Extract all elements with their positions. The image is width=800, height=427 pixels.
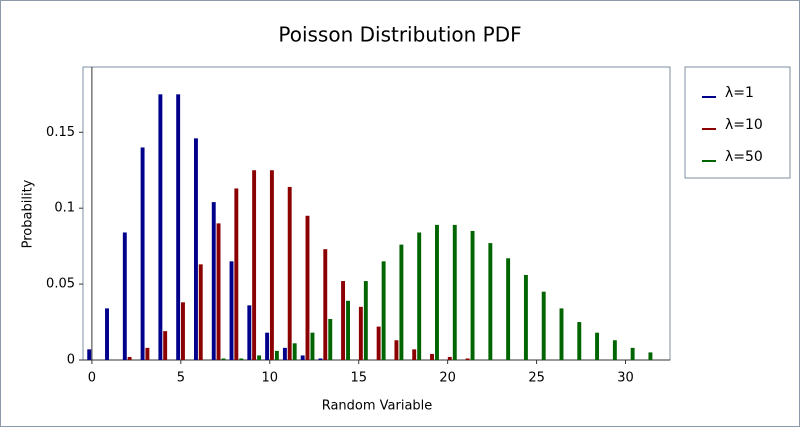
bar [358, 306, 363, 360]
x-tick-label: 25 [528, 371, 545, 386]
legend [684, 66, 791, 179]
bar [412, 349, 417, 360]
bar [193, 138, 198, 360]
bar [163, 331, 168, 360]
bar [381, 261, 386, 360]
bar [305, 215, 310, 360]
bar [452, 224, 457, 360]
bar [287, 186, 292, 360]
bar [506, 258, 511, 360]
bar [363, 281, 368, 360]
x-tick-label: 20 [439, 371, 456, 386]
bar [435, 224, 439, 360]
x-tick-label: 5 [177, 371, 185, 386]
bar [541, 291, 546, 360]
bar [300, 355, 305, 360]
bar [216, 223, 221, 360]
bar [158, 94, 163, 361]
x-axis-title: Random Variable [322, 399, 433, 414]
bar [465, 358, 470, 360]
bar [648, 352, 653, 360]
bar [417, 232, 422, 360]
bar [447, 356, 452, 360]
x-tick-label: 15 [350, 371, 367, 386]
bar [257, 355, 262, 360]
bar [630, 347, 635, 360]
bar [612, 340, 617, 360]
bar [87, 349, 92, 360]
bar [346, 300, 350, 360]
bar [399, 244, 404, 360]
bar [105, 308, 109, 360]
legend-label: λ=10 [725, 117, 763, 133]
bar [577, 322, 582, 360]
y-tick-label: 0.1 [54, 201, 75, 216]
bar [181, 302, 185, 360]
bar [122, 232, 127, 360]
legend-label: λ=1 [725, 85, 754, 101]
bar [145, 347, 150, 360]
bar [269, 170, 274, 360]
y-tick-label: 0.05 [46, 277, 75, 292]
bar [211, 202, 216, 360]
bar [274, 350, 279, 360]
bar [229, 261, 234, 360]
bar [595, 332, 600, 360]
legend-label: λ=50 [725, 149, 763, 165]
bar [252, 170, 257, 360]
bar [318, 358, 323, 360]
bar [176, 94, 181, 361]
bar [559, 308, 564, 360]
y-axis-title: Probability [21, 179, 36, 248]
bar [140, 147, 145, 360]
bar [310, 332, 315, 360]
x-tick-label: 10 [261, 371, 278, 386]
y-tick-label: 0.15 [46, 125, 75, 140]
bar [470, 230, 475, 360]
bar [323, 249, 328, 360]
bar [239, 358, 244, 360]
bar [247, 305, 252, 360]
bar [341, 281, 346, 360]
bar [282, 347, 287, 360]
x-tick-label: 0 [88, 371, 96, 386]
bar [488, 243, 493, 360]
bar [376, 326, 381, 360]
bar [221, 358, 226, 360]
bar [523, 274, 528, 360]
bar [430, 353, 434, 360]
x-tick-label: 30 [617, 371, 634, 386]
bar [394, 340, 399, 360]
bar [127, 356, 132, 360]
y-tick-label: 0 [67, 353, 75, 368]
bar [292, 343, 297, 360]
bar [328, 319, 333, 360]
bar [234, 188, 239, 360]
chart-title: Poisson Distribution PDF [278, 23, 521, 47]
bar [265, 332, 270, 360]
bar [198, 264, 203, 360]
